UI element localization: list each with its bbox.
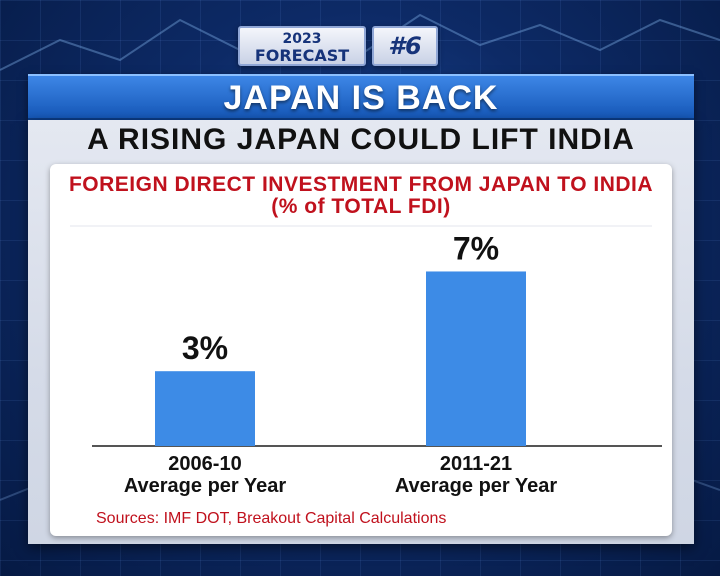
data-label-2011-21: 7% <box>453 230 499 266</box>
category-sublabel-2011-21: Average per Year <box>395 475 558 497</box>
headline-banner: JAPAN IS BACK <box>28 74 694 120</box>
bar-2011-21 <box>426 271 526 446</box>
chart-title: FOREIGN DIRECT INVESTMENT FROM JAPAN TO … <box>50 174 672 218</box>
chart-source: Sources: IMF DOT, Breakout Capital Calcu… <box>96 510 447 527</box>
chart-title-line2: (% of TOTAL FDI) <box>271 195 451 218</box>
main-panel: A RISING JAPAN COULD LIFT INDIA 3% 2006-1… <box>28 120 694 544</box>
bar-2006-10 <box>155 371 255 446</box>
category-sublabel-2006-10: Average per Year <box>124 475 287 497</box>
category-label-2006-10: 2006-10 <box>168 453 241 475</box>
page-subtitle: A RISING JAPAN COULD LIFT INDIA <box>87 123 635 156</box>
chart-title-line1: FOREIGN DIRECT INVESTMENT FROM JAPAN TO … <box>68 173 654 196</box>
category-label-2011-21: 2011-21 <box>440 453 512 475</box>
chart-card: 3% 2006-10 Average per Year 7% 2011-21 Averag… <box>50 164 672 536</box>
forecast-tag: 2023 FORECAST <box>238 26 366 66</box>
data-label-2006-10: 3% <box>182 330 228 366</box>
forecast-number-tag: #6 <box>372 26 438 66</box>
forecast-year: 2023 <box>282 31 322 47</box>
headline: JAPAN IS BACK <box>223 79 499 117</box>
forecast-label: FORECAST <box>254 46 350 65</box>
